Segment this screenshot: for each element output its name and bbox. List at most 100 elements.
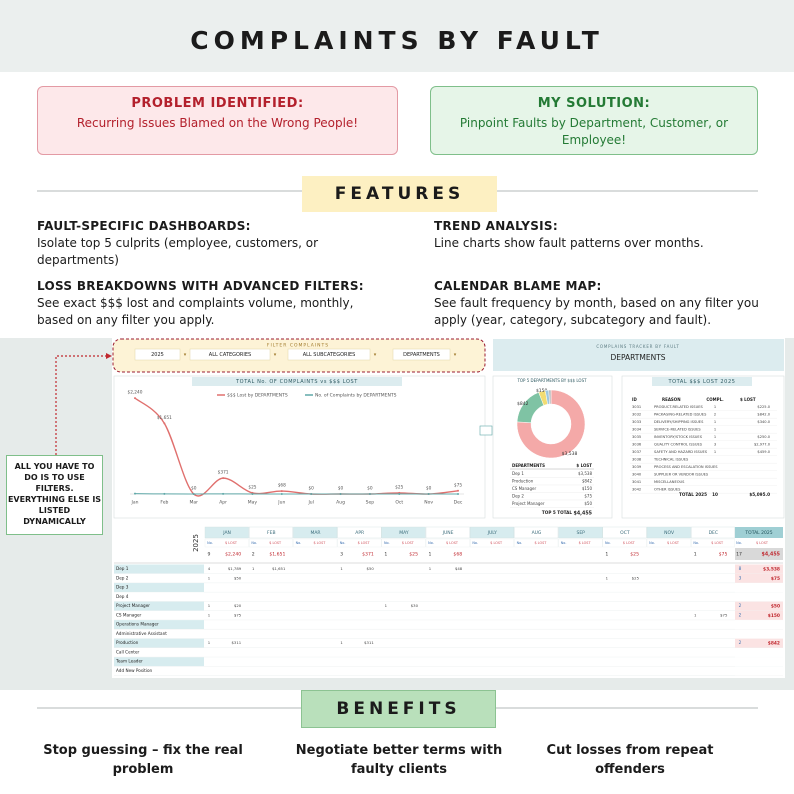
total-header-label: TOTAL 2025	[744, 530, 772, 536]
cell-count: 1	[385, 603, 388, 608]
filter-value: DEPARTMENTS	[403, 352, 440, 358]
benefit: Negotiate better terms with faulty clien…	[295, 743, 503, 777]
row-label: Production	[116, 640, 139, 645]
row-label: Dep 4	[116, 594, 129, 599]
count-header: No.	[428, 541, 434, 545]
tracker-value: DEPARTMENTS	[610, 353, 665, 362]
cell-amount: $50	[367, 566, 375, 571]
month-header	[646, 526, 691, 539]
month-header	[602, 526, 647, 539]
month-count: 3	[340, 552, 343, 558]
amount-header: $ LOST	[756, 541, 769, 545]
filter-box	[189, 348, 271, 361]
month-header	[514, 526, 559, 539]
total-value: $4,455	[573, 511, 592, 517]
filter-value: ALL CATEGORIES	[209, 352, 251, 358]
table-cell: OTHER ISSUES	[654, 488, 681, 492]
note: ALL YOU HAVE TO DO IS TO USE FILTERS. EV…	[6, 455, 103, 535]
data-label: $75	[454, 482, 462, 488]
feature-text: See fault frequency by month, based on a…	[434, 296, 759, 327]
month-label: JAN	[222, 530, 231, 536]
month-label: JULY	[487, 530, 498, 536]
sub-header	[293, 538, 338, 548]
feature-text: Line charts show fault patterns over mon…	[434, 236, 704, 250]
count-header: No.	[251, 541, 257, 545]
row-total-cell	[735, 583, 783, 593]
sub-header	[646, 538, 691, 548]
cell-amount: $311	[232, 640, 242, 645]
table-cell: $225.0	[757, 405, 770, 409]
count-header: No.	[561, 541, 567, 545]
month-label: OCT	[620, 530, 630, 536]
amount-header: $ LOST	[225, 541, 238, 545]
cell-count: 1	[340, 640, 343, 645]
table-cell: 3037	[632, 450, 641, 454]
sub-header	[249, 538, 293, 548]
table-footer: $5,095.0	[749, 492, 770, 497]
count-header: No.	[605, 541, 611, 545]
legend-value: $75	[584, 494, 592, 499]
row-label: Administrative Assistant	[116, 631, 167, 636]
data-point	[280, 490, 283, 493]
row-total-cell	[735, 620, 783, 630]
month-count: 2	[252, 552, 255, 558]
x-tick-label: Feb	[160, 500, 168, 506]
amount-header: $ LOST	[534, 541, 547, 545]
month-amount: $68	[453, 552, 462, 558]
sub-header	[691, 538, 735, 548]
table-cell: 3039	[632, 465, 642, 469]
row-total-count: 2	[739, 612, 742, 617]
row-total-cell	[735, 647, 783, 657]
row-label-cell	[114, 601, 204, 611]
sub-header	[514, 538, 559, 548]
feature-title: LOSS BREAKDOWNS WITH ADVANCED FILTERS:	[37, 279, 364, 293]
row-label: Dep 1	[116, 566, 129, 571]
row-label: Call Center	[116, 649, 140, 654]
dropdown-icon: ▾	[454, 352, 457, 358]
table-cell: $340.0	[757, 420, 770, 424]
row-label-cell	[114, 638, 204, 648]
legend-value: $150	[582, 486, 593, 491]
table-cell: SERVICE-RELATED ISSUES	[654, 428, 701, 432]
grand-count: 17	[736, 552, 742, 558]
x-tick-label: Mar	[189, 500, 198, 506]
legend-label: Production	[512, 479, 534, 484]
legend-label: Dep 1	[512, 471, 524, 476]
solution-text: Pinpoint Faults by Department, Customer,…	[459, 116, 729, 147]
table-title-band	[652, 377, 752, 386]
table-cell: QUALITY CONTROL ISSUES	[654, 443, 703, 447]
benefit: Stop guessing – fix the real problem	[43, 743, 243, 777]
row-total-count: 8	[739, 566, 742, 571]
table-cell: 3035	[632, 435, 641, 439]
x-tick-label: Jul	[307, 500, 313, 506]
row-total-count: 3	[739, 575, 742, 580]
tracker-panel	[493, 339, 784, 371]
row-label-cell	[114, 629, 204, 639]
cell-amount: $311	[364, 640, 374, 645]
table-cell: 1	[714, 450, 716, 454]
data-point	[134, 492, 136, 495]
data-label: $2,240	[127, 390, 142, 396]
table-title: TOTAL $$$ LOST 2025	[667, 379, 735, 385]
row-total-amount: $842	[768, 641, 780, 647]
benefits-label: BENEFITS	[301, 690, 496, 728]
month-label: FEB	[267, 530, 276, 536]
amount-header: $ LOST	[446, 541, 459, 545]
legend-value: $3,538	[578, 471, 592, 476]
solution-box: MY SOLUTION: Pinpoint Faults by Departme…	[430, 86, 758, 155]
cell-count: 4	[208, 566, 211, 571]
filter-box	[287, 348, 371, 361]
month-count: 1	[694, 552, 697, 558]
row-total-cell	[735, 657, 783, 667]
row-total-count: 2	[739, 640, 742, 645]
table-cell: 2	[714, 413, 716, 417]
column-header: REASON	[662, 397, 681, 402]
legend-label: Project Manager	[512, 501, 545, 506]
month-amount: $25	[409, 552, 418, 558]
table-cell: $2,977.0	[754, 443, 771, 447]
row-label-cell	[114, 573, 204, 583]
filter-value: ALL SUBCATEGORIES	[303, 352, 356, 358]
row-label-cell	[114, 620, 204, 630]
month-header	[425, 526, 470, 539]
